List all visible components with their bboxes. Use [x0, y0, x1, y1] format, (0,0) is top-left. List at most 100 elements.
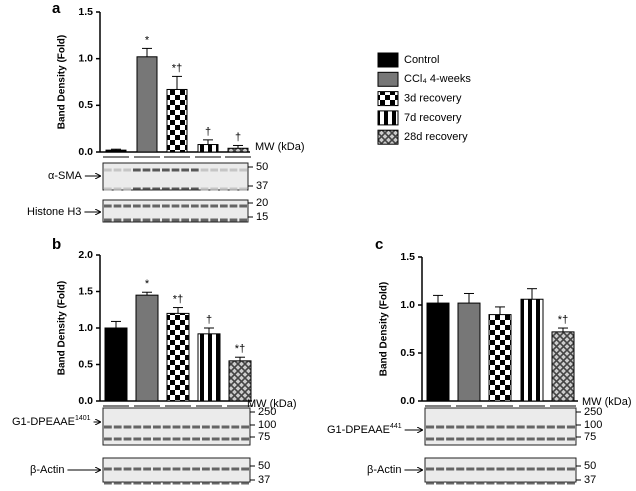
blot-band: [496, 481, 505, 485]
blot-band: [153, 437, 161, 441]
blot-band: [229, 187, 238, 191]
panel-letter: c: [375, 236, 383, 253]
blot-band: [162, 425, 171, 429]
blot-band: [104, 467, 112, 471]
blot-band: [181, 218, 189, 222]
blot-band: [104, 204, 112, 208]
blot-band: [210, 218, 218, 222]
blot-label: G1-DPEAAE441: [327, 423, 402, 436]
blot-band: [123, 187, 131, 191]
blot-name: α-SMA: [48, 170, 83, 182]
blot-band: [172, 481, 181, 485]
blot-band: [526, 425, 535, 429]
blot-band: [200, 204, 209, 208]
y-tick-label: 0.0: [78, 395, 93, 407]
blot-band: [516, 481, 525, 485]
y-axis-label: Band Density (Fold): [57, 281, 68, 375]
blot-band: [182, 437, 191, 441]
blot-band: [211, 425, 220, 429]
blot-band: [476, 437, 485, 441]
blot-band: [133, 467, 142, 471]
blot-band: [104, 168, 112, 172]
blot-name: G1-DPEAAE: [327, 424, 390, 436]
blot-band: [426, 481, 435, 485]
blot-band: [536, 481, 545, 485]
blot-band: [192, 425, 200, 429]
blot-band: [436, 481, 445, 485]
blot-band: [239, 168, 247, 172]
mw-label: MW (kDa): [255, 141, 305, 153]
blot-band: [104, 481, 112, 485]
y-tick-label: 0.0: [78, 146, 93, 158]
blot-band: [220, 187, 228, 191]
blot-band: [486, 467, 495, 471]
mw-value: 37: [256, 180, 268, 192]
blot-label: α-SMA: [48, 170, 83, 182]
bar: [488, 314, 512, 402]
y-axis-label: Band Density (Fold): [57, 35, 68, 129]
mw-value: 250: [258, 406, 276, 418]
blot-band: [162, 187, 170, 191]
blot-band: [123, 218, 131, 222]
bar: [166, 88, 188, 153]
blot-band: [556, 467, 565, 471]
blot-band: [456, 425, 465, 429]
blot-band: [143, 437, 151, 441]
blot-band: [231, 425, 240, 429]
bar: [520, 298, 544, 402]
blot-band: [162, 218, 170, 222]
blot-band: [182, 481, 191, 485]
blot-band: [202, 481, 210, 485]
blot-band: [221, 437, 230, 441]
blot-label: Histone H3: [27, 206, 81, 218]
mw-value: 20: [256, 197, 268, 209]
bar: [551, 331, 575, 402]
panel-letter: a: [52, 0, 61, 17]
blot-band: [123, 204, 131, 208]
blot-band: [202, 467, 210, 471]
blot-band: [436, 437, 445, 441]
blot-band: [241, 467, 249, 471]
blot-band: [123, 437, 132, 441]
blot-band: [516, 437, 525, 441]
bar: [104, 327, 128, 402]
blot-band: [210, 187, 218, 191]
blot-band: [162, 481, 171, 485]
y-tick-label: 1.5: [78, 285, 93, 297]
blot-band: [104, 425, 112, 429]
legend-label: 3d recovery: [404, 93, 462, 105]
blot-band: [143, 425, 151, 429]
blot-label: β-Actin: [367, 464, 401, 476]
blot-band: [536, 467, 545, 471]
y-tick-label: 1.5: [78, 6, 93, 18]
blot-band: [466, 425, 475, 429]
blot-band: [476, 425, 485, 429]
blot-band: [202, 437, 210, 441]
blot-band: [516, 425, 525, 429]
blot-band: [221, 481, 230, 485]
blot-label: G1-DPEAAE1401: [12, 415, 91, 428]
bar: [197, 333, 221, 402]
blot-band: [113, 425, 122, 429]
mw-value: 37: [584, 474, 596, 486]
blot-band: [496, 425, 505, 429]
bar: [135, 294, 159, 402]
blot-band: [506, 467, 515, 471]
blot-band: [496, 437, 505, 441]
blot-band: [436, 425, 445, 429]
blot-band: [142, 218, 151, 222]
blot-band: [123, 168, 131, 172]
legend-swatch: [377, 52, 399, 68]
blot-band: [536, 425, 545, 429]
blot-band: [142, 204, 151, 208]
bar: [426, 302, 450, 402]
legend-label: CCl₄ 4-weeks: [404, 73, 471, 85]
legend-swatch: [377, 71, 399, 87]
blot-band: [133, 187, 141, 191]
bar: [105, 149, 127, 153]
blot-band: [142, 187, 151, 191]
significance-label: *†: [173, 293, 183, 305]
blot-band: [200, 218, 209, 222]
blot-band: [221, 425, 230, 429]
